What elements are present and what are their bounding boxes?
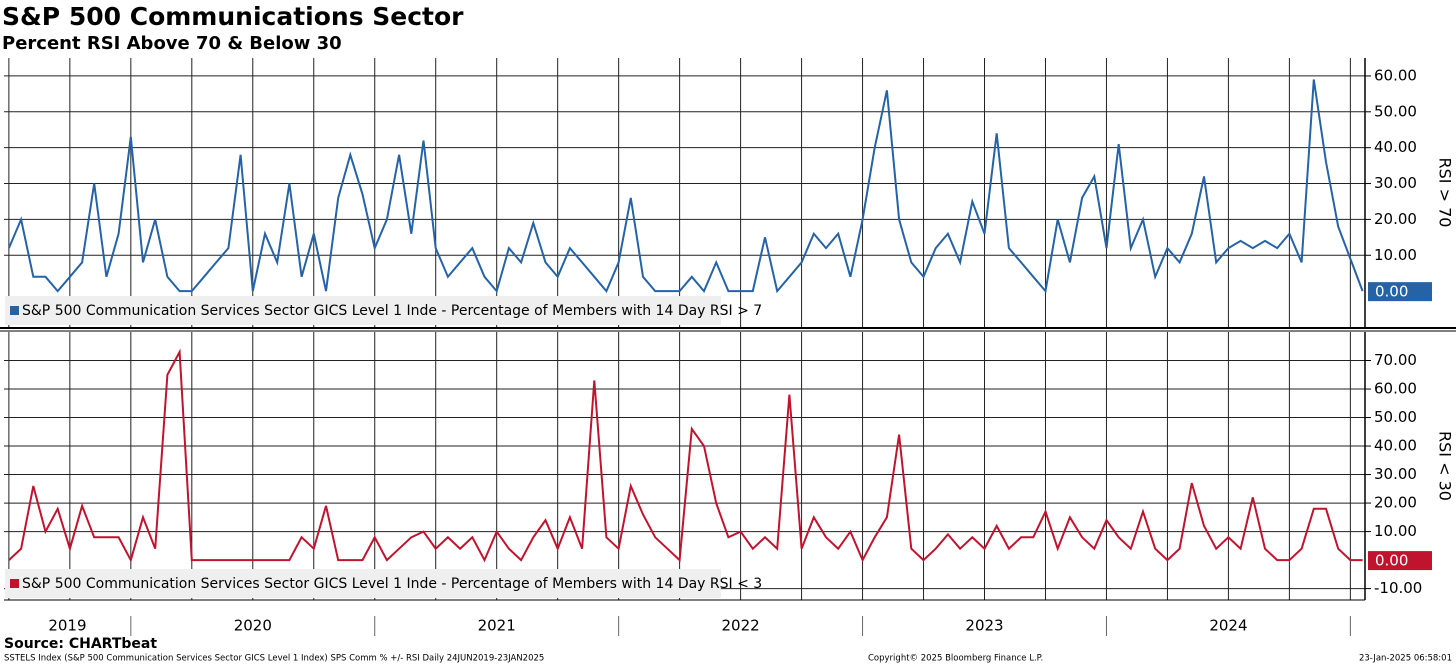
y-tick-label: 50.00 bbox=[1374, 408, 1417, 426]
legend-swatch bbox=[10, 306, 19, 315]
timestamp: 23-Jan-2025 06:58:01 bbox=[1359, 654, 1452, 664]
y-axis-title: RSI > 70 bbox=[1436, 158, 1455, 228]
x-tick-label: 2020 bbox=[234, 617, 272, 635]
current-value-box bbox=[1368, 551, 1432, 571]
y-tick-label: 10.00 bbox=[1374, 246, 1417, 264]
legend-swatch bbox=[10, 579, 19, 588]
y-tick-label: 60.00 bbox=[1374, 66, 1417, 84]
source: Source: CHARTbeat bbox=[4, 636, 157, 652]
y-tick-label: 70.00 bbox=[1374, 351, 1417, 369]
x-tick-label: 2022 bbox=[722, 617, 760, 635]
current-value-label: 0.00 bbox=[1375, 283, 1408, 301]
y-tick-label: 20.00 bbox=[1374, 210, 1417, 228]
y-tick-label: 10.00 bbox=[1374, 522, 1417, 540]
current-value-box bbox=[1368, 282, 1432, 302]
y-tick-label: 50.00 bbox=[1374, 102, 1417, 120]
legend-label: S&P 500 Communication Services Sector GI… bbox=[22, 576, 762, 592]
legend-label: S&P 500 Communication Services Sector GI… bbox=[22, 303, 762, 319]
y-tick-label: 20.00 bbox=[1374, 494, 1417, 512]
y-tick-label: 40.00 bbox=[1374, 138, 1417, 156]
x-tick-label: 2021 bbox=[478, 617, 516, 635]
y-tick-label: 40.00 bbox=[1374, 437, 1417, 455]
legend-box bbox=[5, 569, 721, 598]
y-tick-label: 30.00 bbox=[1374, 465, 1417, 483]
data-line bbox=[7, 79, 1364, 294]
legend-box bbox=[5, 296, 721, 325]
y-tick-label: 30.00 bbox=[1374, 174, 1417, 192]
y-tick-label: -10.00 bbox=[1374, 579, 1422, 597]
x-tick-label: 2024 bbox=[1209, 617, 1247, 635]
x-tick-label: 2023 bbox=[965, 617, 1003, 635]
copyright: Copyright© 2025 Bloomberg Finance L.P. bbox=[868, 654, 1043, 664]
current-value-label: 0.00 bbox=[1375, 552, 1408, 570]
chart-subtitle: Percent RSI Above 70 & Below 30 bbox=[2, 33, 342, 54]
y-axis-title: RSI < 30 bbox=[1436, 431, 1455, 501]
x-tick-label: 2019 bbox=[48, 617, 86, 635]
chart-title: S&P 500 Communications Sector bbox=[2, 2, 464, 31]
data-line bbox=[8, 348, 1363, 563]
footer-description: SSTELS Index (S&P 500 Communication Serv… bbox=[4, 654, 544, 664]
y-tick-label: 60.00 bbox=[1374, 380, 1417, 398]
